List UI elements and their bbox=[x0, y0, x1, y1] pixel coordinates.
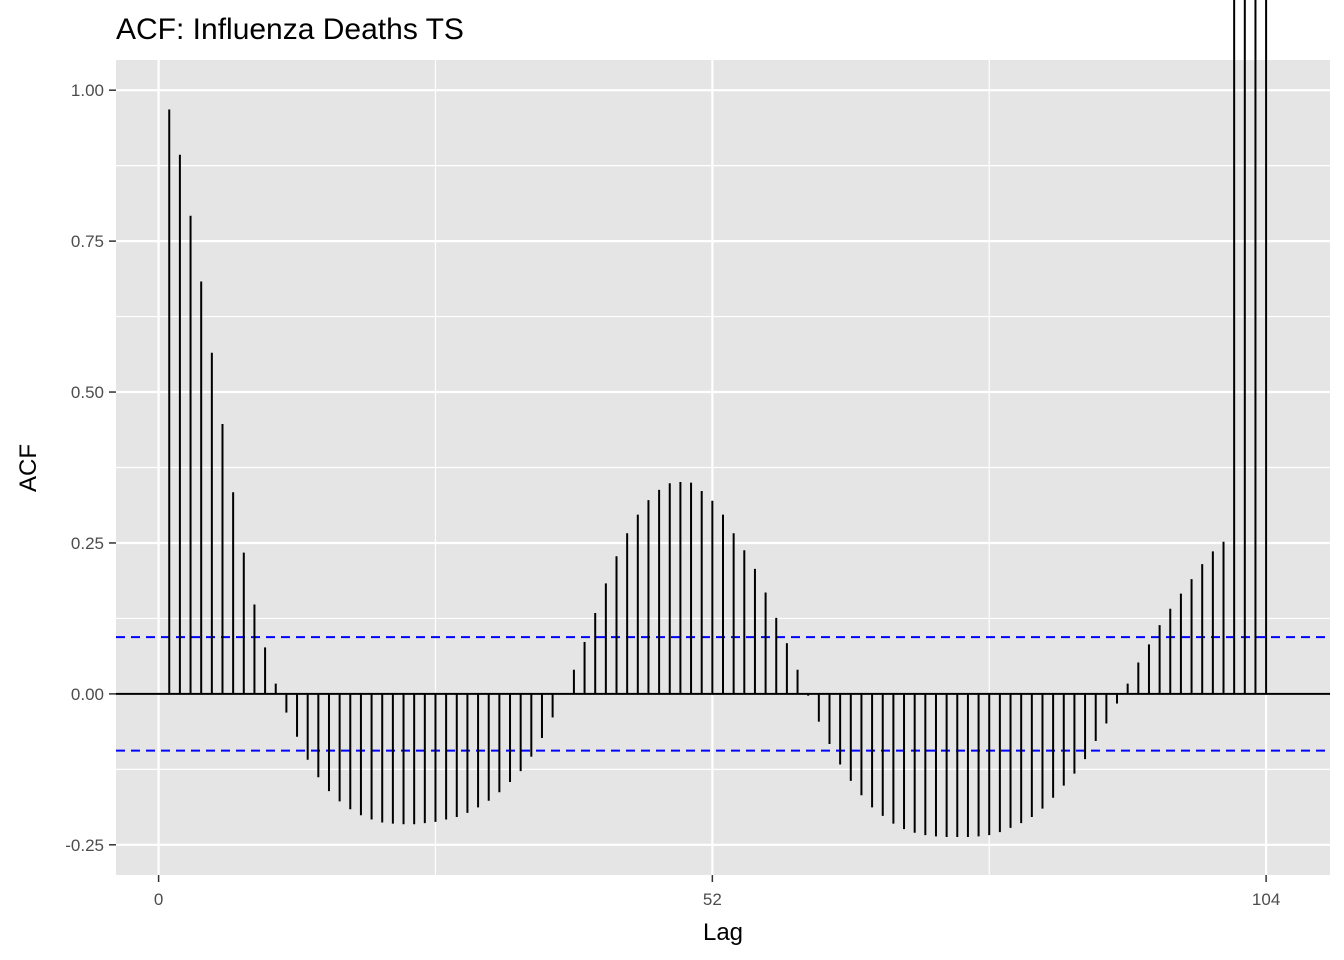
x-axis: 0 52 104 bbox=[154, 875, 1280, 909]
chart-title: ACF: Influenza Deaths TS bbox=[116, 13, 464, 46]
x-tick-label: 104 bbox=[1252, 890, 1280, 909]
y-tick-label: 0.50 bbox=[71, 383, 104, 402]
y-tick-label: 0.75 bbox=[71, 232, 104, 251]
y-tick-label: 1.00 bbox=[71, 81, 104, 100]
y-axis-title: ACF bbox=[15, 444, 42, 492]
y-tick-label: 0.25 bbox=[71, 534, 104, 553]
x-axis-title: Lag bbox=[703, 919, 743, 946]
x-tick-label: 0 bbox=[154, 890, 163, 909]
y-tick-label: 0.00 bbox=[71, 685, 104, 704]
acf-bars bbox=[168, 0, 1268, 837]
x-tick-label: 52 bbox=[703, 890, 722, 909]
y-axis: 1.00 0.75 0.50 0.25 0.00 -0.25 bbox=[65, 81, 116, 855]
y-tick-label: -0.25 bbox=[65, 836, 104, 855]
